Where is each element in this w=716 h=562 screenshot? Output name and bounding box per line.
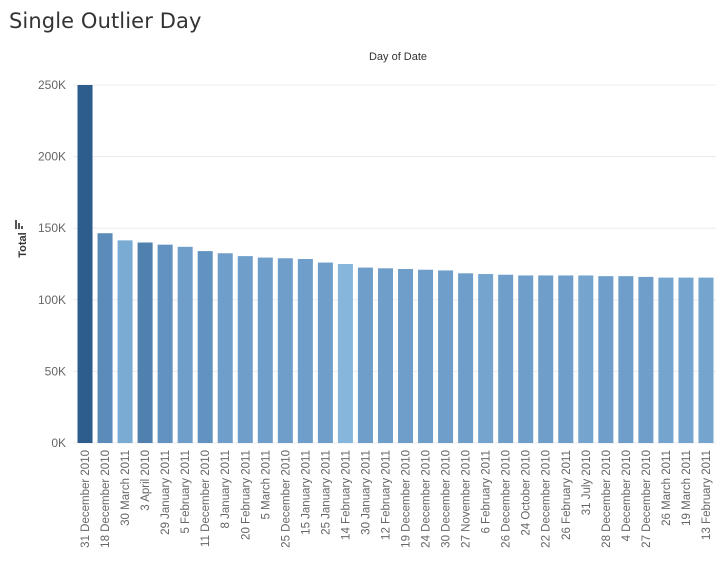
y-tick-label: 250K: [38, 78, 66, 92]
bar[interactable]: [257, 257, 273, 443]
bar[interactable]: [297, 258, 313, 443]
bar[interactable]: [317, 262, 333, 443]
x-tick-label: 29 January 2011: [160, 450, 172, 535]
x-tick-label: 27 December 2010: [641, 450, 653, 548]
bars: [77, 85, 714, 443]
x-tick-label: 8 January 2011: [220, 450, 232, 528]
x-tick-label: 26 December 2010: [501, 450, 513, 548]
x-tick-label: 30 December 2010: [441, 450, 453, 548]
x-tick-label: 28 December 2010: [601, 450, 613, 548]
y-tick-label: 150K: [38, 221, 66, 235]
bar[interactable]: [77, 85, 93, 443]
y-tick-label: 0K: [51, 436, 66, 450]
chart-title: Single Outlier Day: [9, 9, 202, 33]
bar[interactable]: [558, 275, 574, 443]
y-tick-label: 200K: [38, 150, 66, 164]
x-tick-label: 24 October 2010: [521, 450, 533, 536]
bar[interactable]: [197, 251, 213, 443]
y-axis-label: Total: [17, 232, 29, 257]
y-axis-ticks: 0K 50K 100K 150K 200K 250K: [38, 78, 66, 450]
bar[interactable]: [277, 258, 293, 443]
bar[interactable]: [357, 267, 373, 443]
bar[interactable]: [157, 244, 173, 443]
bar[interactable]: [458, 273, 474, 443]
x-tick-label: 4 December 2010: [621, 450, 633, 541]
sort-icon[interactable]: [15, 220, 23, 229]
bar[interactable]: [217, 253, 233, 443]
bar[interactable]: [478, 274, 494, 443]
bar[interactable]: [398, 269, 414, 443]
x-tick-label: 5 March 2011: [260, 450, 272, 519]
bar[interactable]: [237, 256, 253, 443]
bar[interactable]: [97, 233, 113, 443]
x-tick-label: 27 November 2010: [461, 450, 473, 548]
x-tick-label: 20 February 2011: [240, 450, 252, 540]
bar[interactable]: [337, 264, 353, 443]
x-tick-label: 18 December 2010: [100, 450, 112, 548]
x-axis-title: Day of Date: [369, 51, 427, 63]
x-tick-label: 5 February 2011: [180, 450, 192, 534]
x-tick-label: 25 January 2011: [320, 450, 332, 535]
bar[interactable]: [638, 276, 654, 443]
x-tick-label: 31 July 2010: [581, 450, 593, 515]
bar[interactable]: [377, 268, 393, 443]
bar[interactable]: [538, 275, 554, 443]
x-tick-label: 26 March 2011: [661, 450, 673, 526]
x-tick-label: 6 February 2011: [481, 450, 493, 534]
bar[interactable]: [438, 270, 454, 443]
bar[interactable]: [698, 277, 714, 443]
x-tick-label: 3 April 2010: [140, 450, 152, 511]
x-axis-ticks: 31 December 2010 18 December 2010 30 March…: [80, 450, 713, 548]
x-tick-label: 15 January 2011: [300, 450, 312, 535]
bar[interactable]: [117, 240, 133, 443]
bar[interactable]: [678, 277, 694, 443]
y-tick-label: 50K: [45, 364, 66, 378]
bar[interactable]: [137, 242, 153, 443]
y-axis-title: Total: [17, 232, 29, 257]
x-tick-label: 30 January 2011: [360, 450, 372, 535]
bar[interactable]: [498, 274, 514, 443]
x-tick-label: 12 February 2011: [380, 450, 392, 540]
bar[interactable]: [418, 269, 434, 443]
bar[interactable]: [578, 275, 594, 443]
x-tick-label: 25 December 2010: [280, 450, 292, 548]
x-tick-label: 30 March 2011: [120, 450, 132, 526]
x-tick-label: 19 December 2010: [401, 450, 413, 548]
x-tick-label: 13 February 2011: [701, 450, 713, 540]
x-tick-label: 11 December 2010: [200, 450, 212, 547]
bar[interactable]: [518, 275, 534, 443]
x-tick-label: 31 December 2010: [80, 450, 92, 548]
bar[interactable]: [658, 277, 674, 443]
bar[interactable]: [618, 276, 634, 443]
x-tick-label: 14 February 2011: [340, 450, 352, 540]
y-tick-label: 100K: [38, 293, 66, 307]
x-tick-label: 19 March 2011: [681, 450, 693, 526]
x-tick-label: 24 December 2010: [421, 450, 433, 548]
x-tick-label: 22 December 2010: [541, 450, 553, 548]
x-tick-label: 26 February 2011: [561, 450, 573, 540]
bar[interactable]: [177, 246, 193, 443]
bar[interactable]: [598, 276, 614, 443]
